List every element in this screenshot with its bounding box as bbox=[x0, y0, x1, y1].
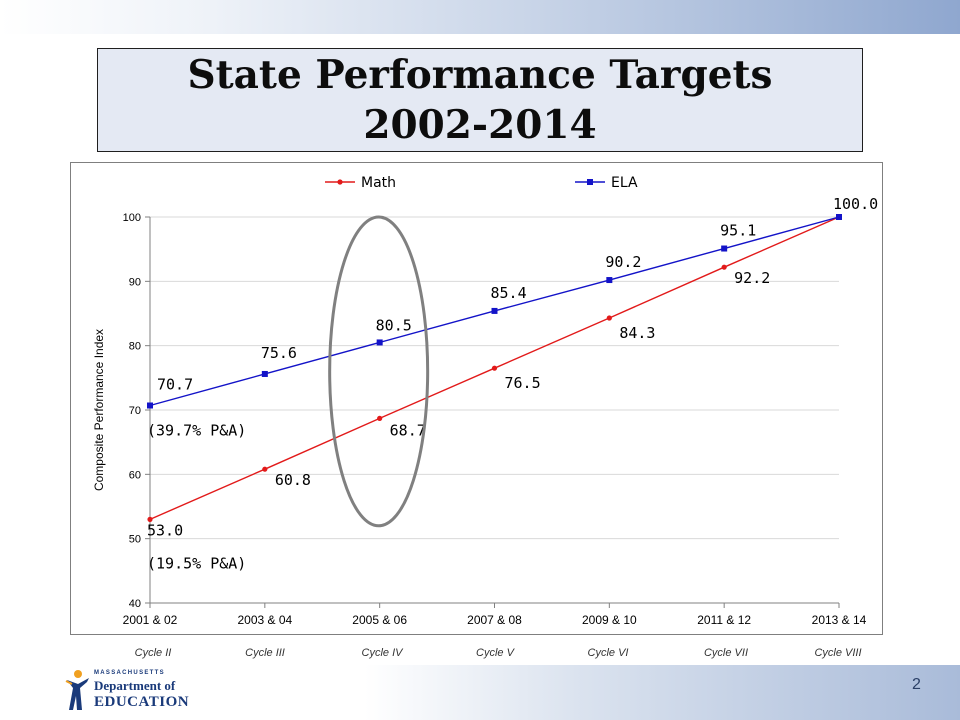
title-line-1: State Performance Targets bbox=[187, 52, 773, 98]
department-logo: MASSACHUSETTS Department of EDUCATION bbox=[64, 668, 194, 714]
cycle-label: Cycle III bbox=[245, 647, 285, 659]
data-label-end: 100.0 bbox=[833, 195, 878, 213]
cycle-label: Cycle IV bbox=[361, 647, 403, 659]
highlight-ellipse bbox=[328, 215, 430, 528]
logo-department-text: Department of bbox=[94, 678, 176, 693]
x-tick-label: 2009 & 10 bbox=[582, 613, 637, 627]
x-tick-label: 2011 & 12 bbox=[697, 613, 751, 627]
y-tick-label: 70 bbox=[129, 405, 141, 417]
data-point-math bbox=[147, 516, 153, 522]
chart-frame bbox=[70, 162, 883, 635]
data-point-math bbox=[606, 315, 612, 321]
y-tick-label: 90 bbox=[129, 276, 141, 288]
data-label-ela: 85.4 bbox=[491, 284, 527, 302]
data-label-math: 68.7 bbox=[390, 421, 426, 439]
cycle-label: Cycle VIII bbox=[814, 647, 862, 659]
x-tick-label: 2013 & 14 bbox=[812, 613, 867, 627]
slide-title: State Performance Targets 2002-2014 bbox=[97, 48, 863, 152]
top-decorative-bar bbox=[0, 0, 960, 34]
data-label-ela: 75.6 bbox=[261, 344, 297, 362]
data-label-math: 84.3 bbox=[619, 324, 655, 342]
y-axis-title: Composite Performance Index bbox=[92, 329, 106, 491]
cycle-label: Cycle V bbox=[476, 647, 514, 659]
y-tick-label: 40 bbox=[129, 598, 141, 610]
data-point-ela bbox=[721, 245, 728, 252]
y-tick-label: 100 bbox=[123, 212, 141, 224]
bottom-decorative-bar bbox=[0, 665, 960, 720]
data-point-math bbox=[491, 365, 498, 371]
annotation-math-proficiency: (19.5% P&A) bbox=[147, 554, 246, 572]
data-point-ela bbox=[606, 277, 613, 284]
y-tick-label: 80 bbox=[129, 341, 141, 353]
annotation-ela-proficiency: (39.7% P&A) bbox=[147, 421, 246, 439]
legend-label-math: Math bbox=[361, 175, 396, 191]
legend-label-ela: ELA bbox=[611, 175, 638, 191]
x-tick-label: 2001 & 02 bbox=[123, 613, 178, 627]
performance-chart: 40 50 60 70 80 90 100 2001 & 02 2003 & 04 2005 & … bbox=[92, 175, 878, 627]
title-line-2: 2002-2014 bbox=[363, 102, 597, 148]
x-tick-label: 2005 & 06 bbox=[352, 613, 407, 627]
logo-department: Department of bbox=[94, 678, 175, 694]
data-label-ela: 95.1 bbox=[720, 222, 756, 240]
y-tick-label: 50 bbox=[129, 534, 141, 546]
data-point-ela bbox=[147, 402, 153, 409]
page-number: 2 bbox=[912, 676, 921, 693]
data-label-math: 92.2 bbox=[734, 269, 770, 287]
data-point-ela bbox=[836, 214, 842, 220]
data-point-math bbox=[262, 466, 268, 472]
data-label-math: 60.8 bbox=[275, 471, 311, 489]
person-logo-icon bbox=[65, 670, 89, 710]
legend-marker-math bbox=[337, 179, 343, 185]
data-point-math bbox=[721, 264, 727, 270]
data-point-ela bbox=[376, 339, 383, 346]
legend-marker-ela bbox=[587, 179, 593, 185]
data-point-ela bbox=[261, 370, 268, 377]
data-label-ela: 90.2 bbox=[605, 253, 641, 271]
cycle-label: Cycle VII bbox=[703, 647, 749, 659]
data-label-ela: 80.5 bbox=[376, 316, 412, 334]
data-point-math bbox=[377, 415, 383, 421]
cycle-label: Cycle II bbox=[134, 647, 172, 659]
data-label-ela: 70.7 bbox=[157, 375, 193, 393]
data-label-math: 76.5 bbox=[505, 374, 541, 392]
cycle-labels: Cycle II Cycle III Cycle IV Cycle V Cycle VI… bbox=[0, 647, 960, 663]
y-tick-label: 60 bbox=[129, 469, 141, 481]
data-point-ela bbox=[491, 307, 498, 314]
data-label-math: 53.0 bbox=[147, 521, 183, 539]
logo-education: EDUCATION bbox=[94, 694, 190, 710]
cycle-label: Cycle VI bbox=[587, 647, 629, 659]
x-tick-label: 2007 & 08 bbox=[467, 613, 522, 627]
x-tick-label: 2003 & 04 bbox=[237, 613, 292, 627]
logo-state: MASSACHUSETTS bbox=[94, 670, 165, 676]
